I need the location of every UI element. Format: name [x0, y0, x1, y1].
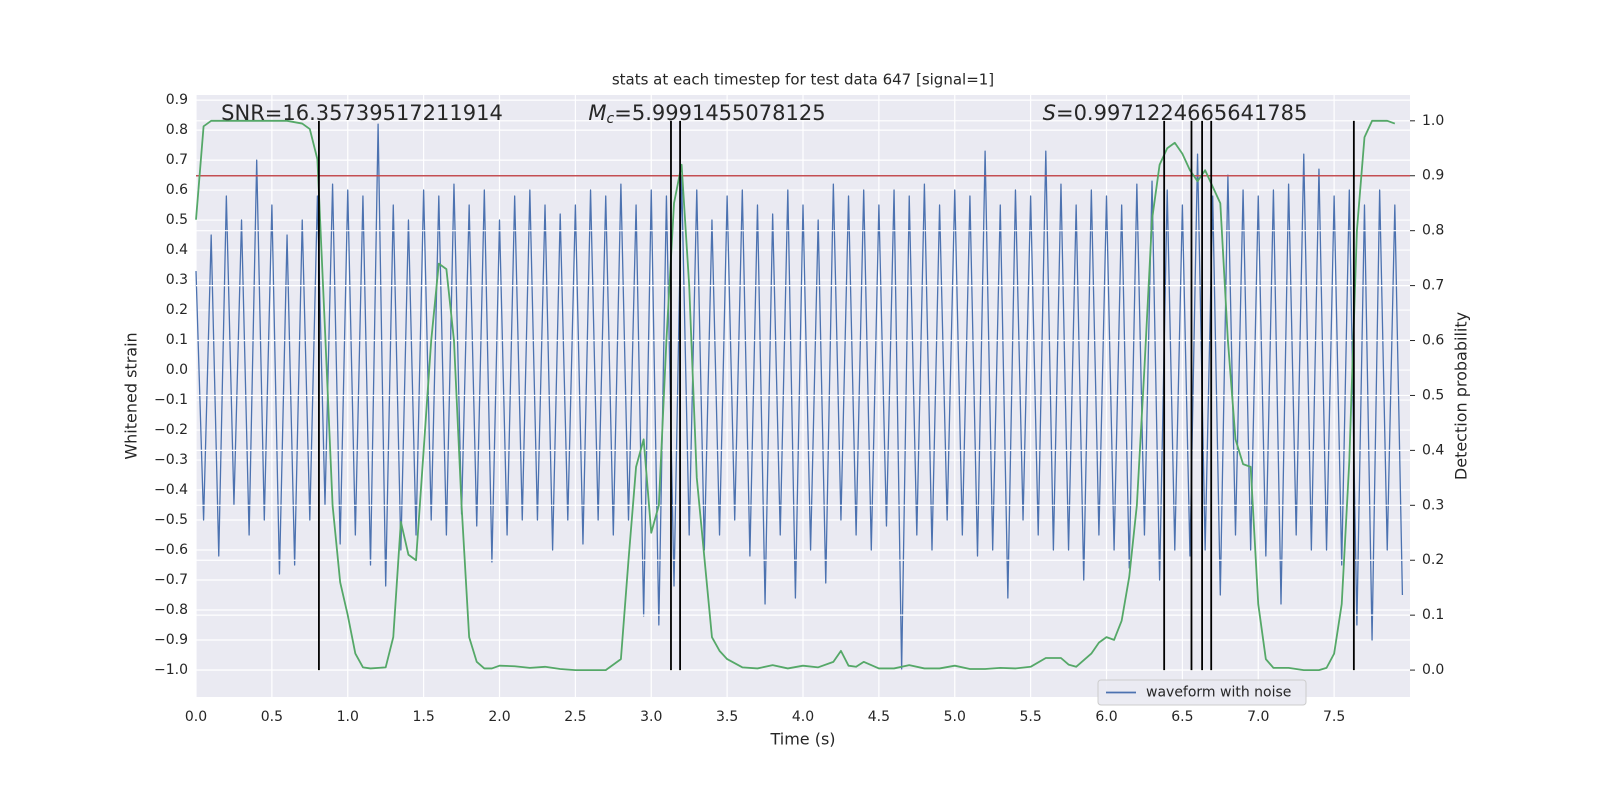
- y-tick-label: 0.8: [166, 122, 188, 138]
- annotation-text: =0.9971224665641785: [1056, 101, 1307, 125]
- x-tick-label: 7.5: [1323, 709, 1345, 725]
- legend-box: [1097, 679, 1307, 706]
- annotation-symbol: M: [588, 101, 606, 125]
- x-tick-label: 4.5: [868, 709, 890, 725]
- y2-tick-label: 0.2: [1422, 552, 1444, 568]
- annotation: S=0.9971224665641785: [1043, 101, 1308, 125]
- annotation: Mc=5.9991455078125: [588, 101, 825, 127]
- annotation-symbol: S: [1043, 101, 1056, 125]
- chart-title: stats at each timestep for test data 647…: [612, 71, 994, 89]
- y-tick-label: 0.9: [166, 92, 188, 108]
- legend-label: waveform with noise: [1146, 685, 1291, 701]
- annotation-text: =5.9991455078125: [614, 101, 825, 125]
- x-tick-label: 3.0: [640, 709, 662, 725]
- y-tick-label: −0.5: [154, 512, 188, 528]
- x-tick-label: 1.5: [412, 709, 434, 725]
- x-tick-label: 2.5: [564, 709, 586, 725]
- y-axis-label: Whitened strain: [122, 332, 141, 459]
- x-tick-label: 5.5: [1019, 709, 1041, 725]
- x-tick-label: 1.0: [337, 709, 359, 725]
- annotation-text: SNR=16.35739517211914: [221, 101, 503, 125]
- probability-line: [195, 119, 1396, 671]
- y-tick-label: −0.2: [154, 422, 188, 438]
- y-tick-label: −0.8: [154, 602, 188, 618]
- y-tick-label: 0.5: [166, 212, 188, 228]
- x-tick-label: 6.5: [1171, 709, 1193, 725]
- annotation: SNR=16.35739517211914: [221, 101, 503, 125]
- y2-tick-label: 0.0: [1422, 662, 1444, 678]
- y-tick-label: 0.0: [166, 362, 188, 378]
- y2-tick-label: 0.3: [1422, 497, 1444, 513]
- y2-tick-label: 0.5: [1422, 387, 1444, 403]
- x-tick-label: 7.0: [1247, 709, 1269, 725]
- over-layer: [195, 119, 1410, 671]
- y-tick-label: −0.7: [154, 572, 188, 588]
- y2-tick-label: 0.6: [1422, 333, 1444, 349]
- y-tick-label: −0.1: [154, 392, 188, 408]
- y2-tick-label: 0.8: [1422, 223, 1444, 239]
- y-tick-label: 0.1: [166, 332, 188, 348]
- y-tick-label: −0.3: [154, 452, 188, 468]
- x-tick-label: 6.0: [1095, 709, 1117, 725]
- y-tick-label: −1.0: [154, 662, 188, 678]
- annotation-subscript: c: [607, 111, 615, 127]
- x-tick-label: 3.5: [716, 709, 738, 725]
- y2-tick-label: 1.0: [1422, 113, 1444, 129]
- y-tick-label: 0.3: [166, 272, 188, 288]
- y2-tick-label: 0.7: [1422, 278, 1444, 294]
- y2-tick-label: 0.9: [1422, 168, 1444, 184]
- y2-tick-label: 0.4: [1422, 442, 1444, 458]
- y-tick-label: −0.9: [154, 632, 188, 648]
- y-tick-label: 0.4: [166, 242, 188, 258]
- y-tick-label: 0.6: [166, 182, 188, 198]
- x-tick-label: 0.5: [261, 709, 283, 725]
- x-tick-label: 4.0: [792, 709, 814, 725]
- y-tick-label: −0.4: [154, 482, 188, 498]
- x-tick-label: 2.0: [488, 709, 510, 725]
- y-tick-label: −0.6: [154, 542, 188, 558]
- y-tick-label: 0.2: [166, 302, 188, 318]
- y2-axis-label: Detection probability: [1452, 312, 1471, 480]
- y2-tick-label: 0.1: [1422, 607, 1444, 623]
- x-axis-label: Time (s): [769, 730, 835, 749]
- x-tick-label: 0.0: [185, 709, 207, 725]
- x-tick-label: 5.0: [944, 709, 966, 725]
- y-tick-label: 0.7: [166, 152, 188, 168]
